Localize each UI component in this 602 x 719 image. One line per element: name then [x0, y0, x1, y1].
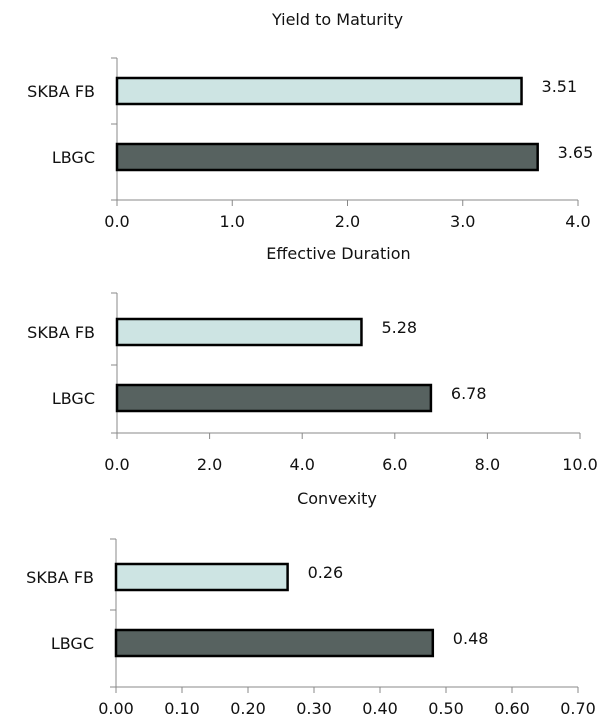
chart-title: Effective Duration — [266, 244, 410, 263]
category-label: SKBA FB — [27, 323, 95, 342]
x-tick-label: 0.0 — [104, 455, 129, 474]
bar-skba-fb — [115, 76, 523, 106]
category-label: LBGC — [51, 634, 94, 653]
category-label: SKBA FB — [27, 82, 95, 101]
data-label: 6.78 — [451, 384, 487, 403]
data-label: 3.65 — [558, 143, 594, 162]
x-tick-label: 4.0 — [289, 455, 314, 474]
x-tick-label: 1.0 — [220, 212, 245, 231]
category-label: LBGC — [52, 389, 95, 408]
x-tick-label: 2.0 — [335, 212, 360, 231]
x-tick-label: 3.0 — [450, 212, 475, 231]
data-label: 0.48 — [453, 629, 489, 648]
chart-title: Yield to Maturity — [271, 10, 403, 29]
category-label: LBGC — [52, 148, 95, 167]
chart-title: Convexity — [297, 489, 377, 508]
x-tick-label: 4.0 — [565, 212, 590, 231]
x-tick-label: 10.0 — [562, 455, 598, 474]
data-label: 3.51 — [542, 77, 578, 96]
chart-panel-2: Effective Duration 0.0 2.0 4.0 6.0 8.0 10.0 SKB… — [27, 244, 598, 474]
bar-lbgc — [115, 142, 539, 172]
x-tick-label: 0.60 — [494, 699, 530, 718]
category-label: SKBA FB — [26, 568, 94, 587]
x-tick-label: 0.00 — [98, 699, 134, 718]
bar-skba-fb — [114, 562, 289, 592]
x-tick-label: 0.30 — [296, 699, 332, 718]
data-label: 0.26 — [308, 563, 344, 582]
x-tick-label: 2.0 — [197, 455, 222, 474]
x-tick-label: 0.20 — [230, 699, 266, 718]
chart-panel-3: Convexity 0.00 0.10 0.20 0.30 0.40 0.50 0.60 0.7… — [26, 489, 596, 718]
x-tick-label: 0.70 — [560, 699, 596, 718]
bar-lbgc — [114, 628, 435, 658]
bar-lbgc — [115, 383, 433, 413]
bar-skba-fb — [115, 317, 363, 347]
x-tick-label: 6.0 — [382, 455, 407, 474]
x-tick-label: 8.0 — [475, 455, 500, 474]
x-tick-label: 0.40 — [362, 699, 398, 718]
x-tick-label: 0.0 — [104, 212, 129, 231]
x-tick-label: 0.50 — [428, 699, 464, 718]
chart-panel-1: Yield to Maturity 0.0 1.0 2.0 3.0 4.0 SKBA FB 3… — [27, 10, 593, 231]
data-label: 5.28 — [381, 318, 417, 337]
x-tick-label: 0.10 — [164, 699, 200, 718]
